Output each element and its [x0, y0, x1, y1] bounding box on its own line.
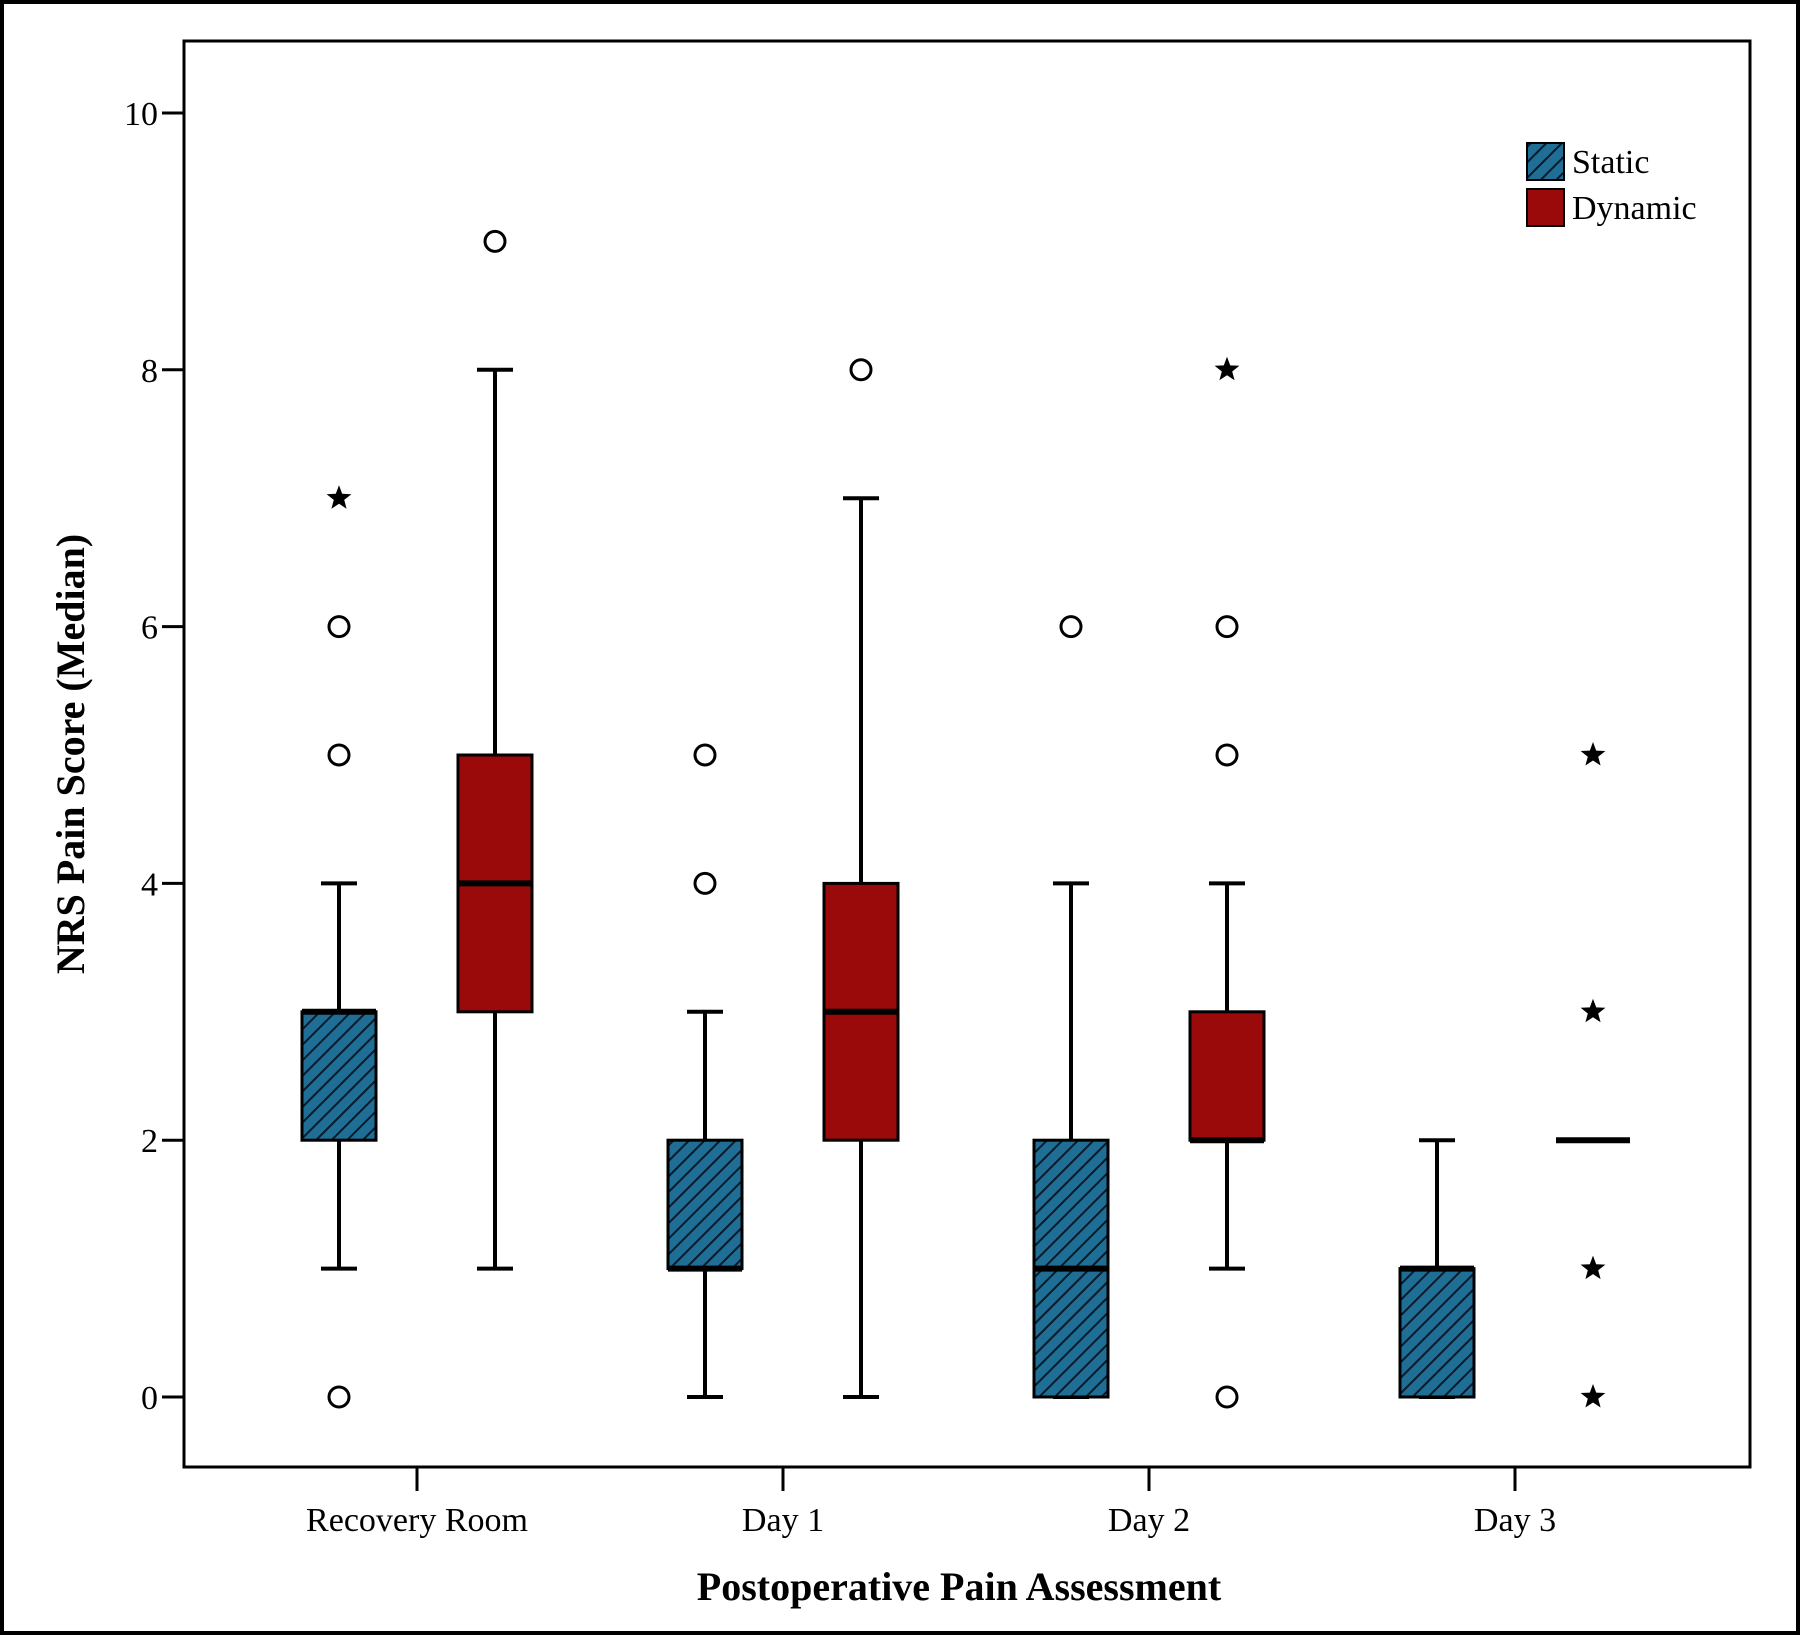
- static-outlier-circle: [327, 615, 351, 639]
- x-tick-label: Recovery Room: [306, 1502, 528, 1539]
- x-axis: Recovery Room Day 1 Day 2 Day 3: [306, 1467, 1556, 1539]
- dynamic-outlier-circle: [1215, 615, 1239, 639]
- static-box: [300, 1010, 378, 1142]
- dynamic-extreme-star: [1580, 742, 1606, 766]
- static-extreme-star: [326, 485, 352, 509]
- static-outlier-circle: [327, 743, 351, 767]
- y-tick-label: 0: [141, 1380, 158, 1417]
- y-tick-label: 10: [124, 96, 158, 133]
- dynamic-box: [1188, 1010, 1266, 1142]
- y-tick-label: 4: [141, 866, 158, 903]
- legend-label-dynamic: Dynamic: [1572, 190, 1697, 227]
- x-tick-label: Day 3: [1474, 1502, 1556, 1539]
- static-outlier-circle: [693, 743, 717, 767]
- dynamic-extreme-star: [1580, 1384, 1606, 1408]
- x-tick-label: Day 2: [1108, 1502, 1190, 1539]
- dynamic-extreme-star: [1214, 356, 1240, 381]
- legend-label-static: Static: [1572, 144, 1649, 181]
- y-axis: 0 2 4 6 8 10: [124, 96, 184, 1417]
- static-outlier-circle: [327, 1385, 351, 1409]
- dynamic-outlier-circle: [1215, 743, 1239, 767]
- y-tick-label: 6: [141, 610, 158, 647]
- legend-swatch-static: [1526, 142, 1565, 181]
- legend: Static Dynamic: [1526, 142, 1697, 227]
- static-outlier-circle: [693, 871, 717, 895]
- y-axis-title: NRS Pain Score (Median): [48, 534, 93, 974]
- y-tick-label: 8: [141, 353, 158, 390]
- dynamic-extreme-star: [1580, 998, 1606, 1023]
- static-outlier-circle: [1059, 615, 1083, 639]
- x-axis-title: Postoperative Pain Assessment: [697, 1564, 1222, 1609]
- static-box: [1398, 1267, 1476, 1399]
- static-box: [666, 1138, 744, 1271]
- plot-area: [182, 39, 1752, 1469]
- x-tick-label: Day 1: [742, 1502, 824, 1539]
- dynamic-extreme-star: [1580, 1255, 1606, 1280]
- boxplot-chart: 0 2 4 6 8 10 Recovery Room Day 1 Day 2 Day 3 Sta…: [48, 39, 1752, 1609]
- box-series: [300, 229, 1630, 1409]
- y-tick-label: 2: [141, 1123, 158, 1160]
- legend-swatch-dynamic: [1526, 188, 1565, 227]
- dynamic-outlier-circle: [483, 229, 507, 253]
- dynamic-outlier-circle: [849, 358, 873, 382]
- dynamic-outlier-circle: [1215, 1385, 1239, 1409]
